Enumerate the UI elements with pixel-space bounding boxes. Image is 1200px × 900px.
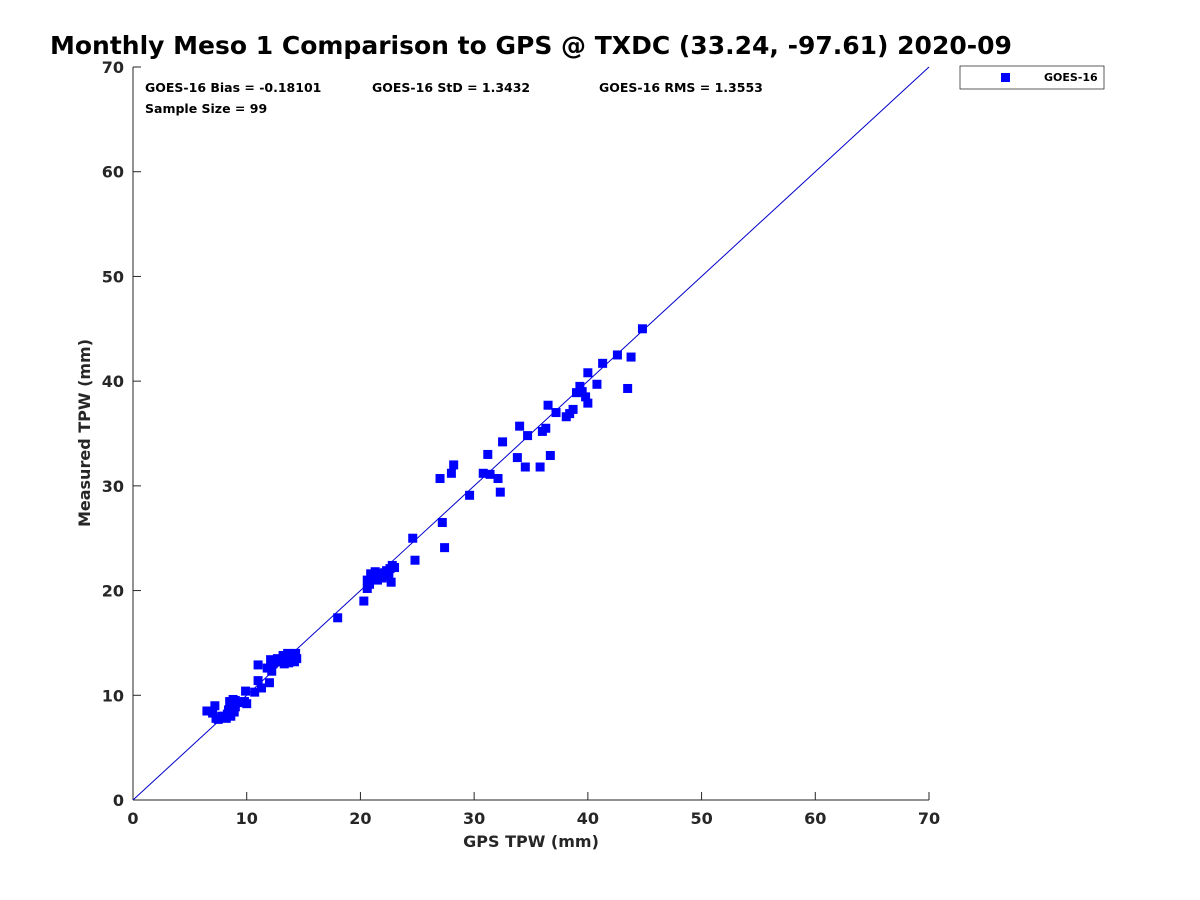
bias-stat: GOES-16 Bias = -0.18101 (145, 80, 321, 95)
data-point (515, 421, 525, 431)
data-point (264, 678, 274, 688)
data-point (483, 449, 493, 459)
y-tick-label: 70 (102, 58, 124, 77)
data-point (512, 453, 522, 463)
y-tick-label: 60 (102, 163, 124, 182)
legend-box (959, 65, 1105, 90)
data-point (390, 563, 400, 573)
data-point (435, 474, 445, 484)
y-tick-label: 20 (102, 582, 124, 601)
y-axis-label: Measured TPW (mm) (75, 339, 94, 527)
data-point (250, 687, 260, 697)
data-point (537, 426, 547, 436)
data-point (637, 324, 647, 334)
data-point (410, 555, 420, 565)
data-point (267, 666, 277, 676)
x-tick-label: 40 (577, 809, 599, 828)
legend: GOES-16 (959, 65, 1105, 90)
data-point (292, 654, 302, 664)
y-tick-label: 30 (102, 477, 124, 496)
data-point (543, 400, 553, 410)
data-point (535, 462, 545, 472)
data-point (551, 408, 561, 418)
data-point (446, 468, 456, 478)
data-point (284, 658, 294, 668)
data-point (241, 686, 251, 696)
data-point (571, 388, 581, 398)
data-point (577, 387, 587, 397)
data-point (493, 474, 503, 484)
data-point (575, 381, 585, 391)
data-point (623, 383, 633, 393)
std-stat: GOES-16 StD = 1.3432 (372, 80, 530, 95)
sample-size-stat: Sample Size = 99 (145, 101, 267, 116)
data-point (626, 352, 636, 362)
chart-title: Monthly Meso 1 Comparison to GPS @ TXDC … (50, 31, 1012, 60)
x-tick-label: 50 (690, 809, 712, 828)
data-point (440, 543, 450, 553)
data-point (598, 358, 608, 368)
data-point (333, 613, 343, 623)
data-point (233, 698, 243, 708)
data-point (386, 577, 396, 587)
rms-stat: GOES-16 RMS = 1.3553 (599, 80, 763, 95)
data-point (592, 379, 602, 389)
data-point (372, 575, 382, 585)
data-point (210, 701, 220, 711)
data-point (581, 392, 591, 402)
data-point (224, 705, 234, 715)
data-point (408, 533, 418, 543)
data-point (583, 368, 593, 378)
y-tick-label: 40 (102, 372, 124, 391)
data-point (449, 460, 459, 470)
data-point (359, 596, 369, 606)
data-point (568, 404, 578, 414)
data-point (208, 708, 218, 718)
data-point (485, 469, 495, 479)
x-tick-label: 0 (127, 809, 138, 828)
y-tick-label: 0 (113, 791, 124, 810)
data-point (520, 462, 530, 472)
data-point (523, 431, 533, 441)
x-tick-label: 20 (349, 809, 371, 828)
y-tick-label: 50 (102, 267, 124, 286)
data-point (256, 683, 266, 693)
data-point (437, 518, 447, 528)
data-point (370, 567, 380, 577)
data-point (253, 676, 263, 686)
y-tick-label: 10 (102, 686, 124, 705)
data-point (377, 573, 387, 583)
data-points (202, 324, 647, 724)
x-tick-label: 70 (918, 809, 940, 828)
x-tick-label: 60 (804, 809, 826, 828)
data-point (285, 649, 295, 659)
data-point (365, 579, 375, 589)
data-point (545, 450, 555, 460)
data-point (583, 398, 593, 408)
legend-label: GOES-16 (1044, 71, 1098, 84)
data-point (291, 648, 301, 658)
data-point (478, 468, 488, 478)
data-point (253, 660, 263, 670)
data-point (202, 706, 212, 716)
data-point (262, 663, 272, 673)
x-tick-label: 30 (463, 809, 485, 828)
x-axis-label: GPS TPW (mm) (463, 832, 599, 851)
data-point (242, 699, 252, 709)
data-point (495, 487, 505, 497)
x-tick-label: 10 (236, 809, 258, 828)
data-point (367, 572, 377, 582)
data-point (229, 707, 239, 717)
axes: 0 10 20 30 40 50 60 70 0 10 20 30 40 50 60 70 (102, 58, 940, 828)
legend-marker (1001, 73, 1010, 82)
data-point (384, 571, 394, 581)
data-point (612, 350, 622, 360)
data-point (498, 437, 508, 447)
data-point (465, 490, 475, 500)
